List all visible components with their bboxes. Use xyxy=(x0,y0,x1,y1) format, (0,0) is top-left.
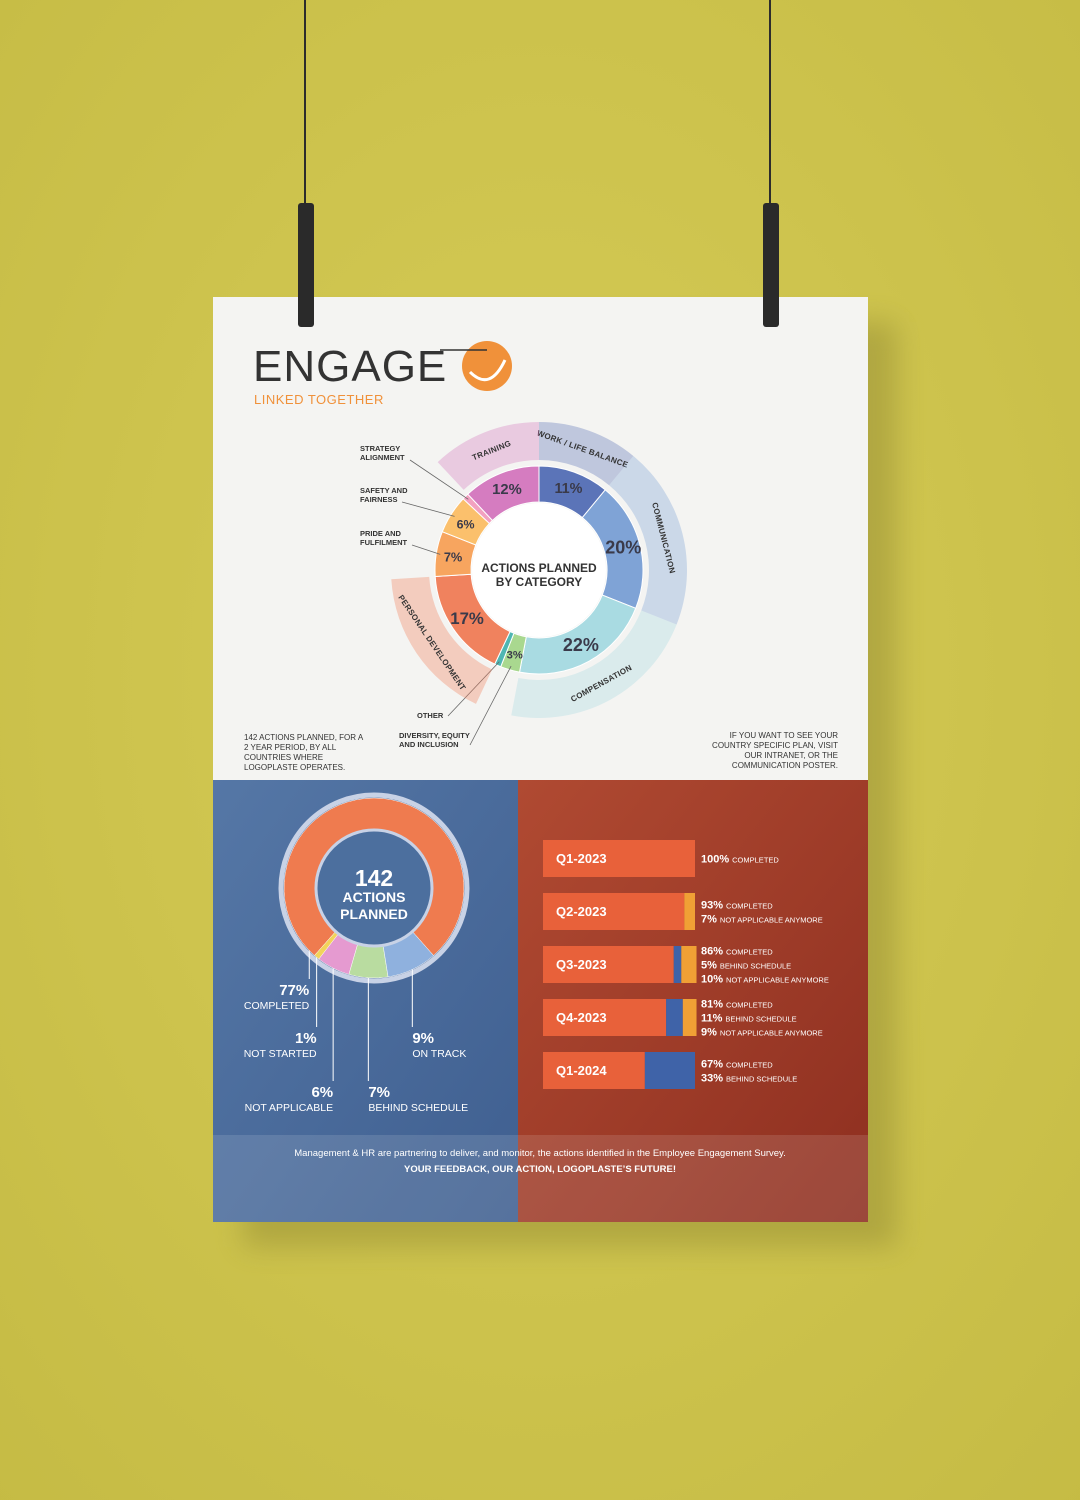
bar-series-name: BEHIND SCHEDULE xyxy=(725,1015,796,1024)
status-value: 9% xyxy=(412,1030,434,1047)
status-name: BEHIND SCHEDULE xyxy=(368,1102,468,1114)
clip xyxy=(763,203,779,327)
bar-value-line: 67% COMPLETED xyxy=(701,1059,773,1071)
status-name: ON TRACK xyxy=(412,1048,466,1060)
pie-slice xyxy=(467,465,540,522)
bar-value-line: 9% NOT APPLICABLE ANYMORE xyxy=(701,1027,823,1039)
bar-segment xyxy=(644,1052,695,1089)
bar-segment xyxy=(684,893,695,930)
bar-series-name: COMPLETED xyxy=(726,902,773,911)
bar-value: 5% xyxy=(701,960,717,972)
bar-value-line: 7% NOT APPLICABLE ANYMORE xyxy=(701,914,823,926)
slice-label: 11% xyxy=(554,481,582,497)
total-value: 142 xyxy=(355,865,393,891)
leader-line xyxy=(469,665,512,746)
bar-category: Q1-2023 xyxy=(556,851,607,866)
slice-label: 3% xyxy=(507,650,523,662)
bar-category: Q2-2023 xyxy=(556,904,607,919)
slice-label: 22% xyxy=(563,635,599,655)
bar-value: 100% xyxy=(701,854,729,866)
bar-category: Q3-2023 xyxy=(556,957,607,972)
status-name: NOT APPLICABLE xyxy=(245,1102,334,1114)
status-name: COMPLETED xyxy=(244,1000,310,1012)
bar-series-name: NOT APPLICABLE ANYMORE xyxy=(720,916,823,925)
outer-ring xyxy=(391,576,493,704)
bar-series-name: NOT APPLICABLE ANYMORE xyxy=(726,976,829,985)
status-value: 1% xyxy=(295,1030,317,1047)
bar-segment xyxy=(543,840,695,877)
outer-ring xyxy=(437,422,539,490)
status-value: 6% xyxy=(311,1084,333,1101)
pie-hole xyxy=(472,503,606,637)
status-name: NOT STARTED xyxy=(244,1048,317,1060)
bar-series-name: COMPLETED xyxy=(726,948,773,957)
bar-segment xyxy=(681,946,697,983)
footer-band xyxy=(213,1135,868,1222)
bar-value: 81% xyxy=(701,999,723,1011)
ring-border xyxy=(278,792,470,984)
logo xyxy=(462,341,512,391)
bar-value-line: 33% BEHIND SCHEDULE xyxy=(701,1073,797,1085)
bar-series-name: BEHIND SCHEDULE xyxy=(720,962,791,971)
bar-series-name: COMPLETED xyxy=(726,1061,773,1070)
brand-title: ENGAGE xyxy=(253,342,447,391)
pie-hole xyxy=(314,828,434,948)
bar-segment xyxy=(543,1052,645,1089)
bar-value-line: 11% BEHIND SCHEDULE xyxy=(701,1013,797,1025)
bar-value-line: 93% COMPLETED xyxy=(701,900,773,912)
bar-value: 86% xyxy=(701,946,723,958)
bar-value-line: 5% BEHIND SCHEDULE xyxy=(701,960,791,972)
slice-label: 17% xyxy=(450,609,484,628)
slice-label: 7% xyxy=(444,549,463,564)
status-value: 7% xyxy=(368,1084,390,1101)
bar-segment xyxy=(673,946,682,983)
bar-value: 7% xyxy=(701,914,717,926)
bar-value: 93% xyxy=(701,900,723,912)
bar-value-line: 10% NOT APPLICABLE ANYMORE xyxy=(701,974,829,986)
bar-segment xyxy=(543,999,667,1036)
leader-line xyxy=(447,661,500,717)
slice-label: 20% xyxy=(605,537,641,557)
leader-line xyxy=(401,501,455,517)
bar-series-name: COMPLETED xyxy=(726,1001,773,1010)
leader-line xyxy=(409,459,469,500)
slice-label: 12% xyxy=(492,482,522,498)
bar-series-name: COMPLETED xyxy=(732,856,779,865)
bar-segment xyxy=(543,893,685,930)
bar-value: 33% xyxy=(701,1073,723,1085)
bar-category: Q4-2023 xyxy=(556,1010,607,1025)
status-value: 77% xyxy=(279,982,309,999)
bar-segment xyxy=(666,999,683,1036)
bar-value: 11% xyxy=(701,1013,723,1025)
footer-text: Management & HR are partnering to delive… xyxy=(294,1148,785,1159)
outer-ring xyxy=(511,610,677,718)
bar-series-name: BEHIND SCHEDULE xyxy=(726,1075,797,1084)
bar-series-name: NOT APPLICABLE ANYMORE xyxy=(720,1029,823,1038)
bar-value: 67% xyxy=(701,1059,723,1071)
leader-line xyxy=(411,544,441,555)
outer-ring xyxy=(539,422,634,486)
bar-value: 9% xyxy=(701,1027,717,1039)
brand-tagline: LINKED TOGETHER xyxy=(254,392,384,407)
footer-slogan: YOUR FEEDBACK, OUR ACTION, LOGOPLASTE’S … xyxy=(404,1164,676,1175)
clip xyxy=(298,203,314,327)
bar-value-line: 81% COMPLETED xyxy=(701,999,773,1011)
bar-value-line: 100% COMPLETED xyxy=(701,854,779,866)
bar-value-line: 86% COMPLETED xyxy=(701,946,773,958)
bar-segment xyxy=(682,999,697,1036)
bar-category: Q1-2024 xyxy=(556,1063,607,1078)
bar-value: 10% xyxy=(701,974,723,986)
slice-label: 6% xyxy=(457,517,475,531)
bar-segment xyxy=(543,946,674,983)
logo-swoosh xyxy=(468,359,507,382)
outer-ring xyxy=(609,455,687,625)
